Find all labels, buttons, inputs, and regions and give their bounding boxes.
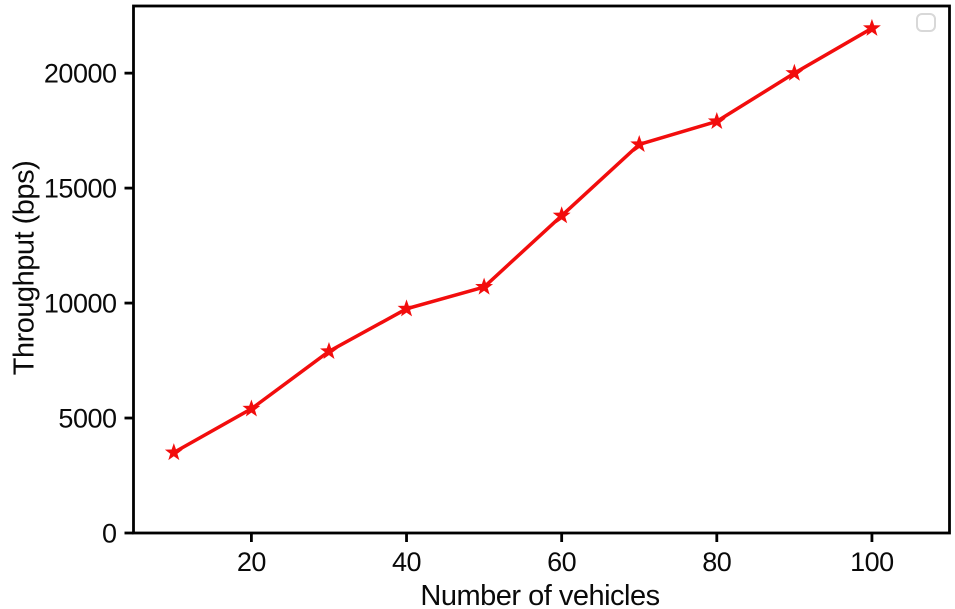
x-tick-label: 100 — [850, 547, 894, 577]
data-line — [172, 26, 874, 455]
x-tick-label: 60 — [547, 547, 576, 577]
y-tick-label: 5000 — [58, 404, 116, 434]
x-tick-label: 20 — [237, 547, 266, 577]
legend-box — [916, 13, 936, 32]
y-axis-title: Throughput (bps) — [8, 160, 41, 376]
data-point-star — [320, 341, 338, 359]
data-point-star — [707, 112, 726, 130]
x-tick-label: 40 — [392, 547, 421, 577]
y-tick-label: 15000 — [44, 174, 117, 204]
data-point-star — [552, 206, 571, 224]
x-axis-title: Number of vehicles — [420, 580, 660, 609]
x-tick-label: 80 — [702, 547, 731, 577]
data-point-star — [862, 18, 881, 36]
data-point-star — [164, 443, 183, 461]
data-point-star — [397, 299, 416, 317]
y-tick-label: 0 — [102, 519, 117, 549]
plot-border — [132, 4, 951, 535]
data-point-star — [630, 135, 649, 153]
data-point-star — [475, 277, 494, 295]
y-tick-label: 20000 — [44, 59, 117, 89]
data-point-star — [242, 399, 261, 417]
y-tick-label: 10000 — [44, 289, 117, 319]
data-point-star — [785, 63, 804, 81]
